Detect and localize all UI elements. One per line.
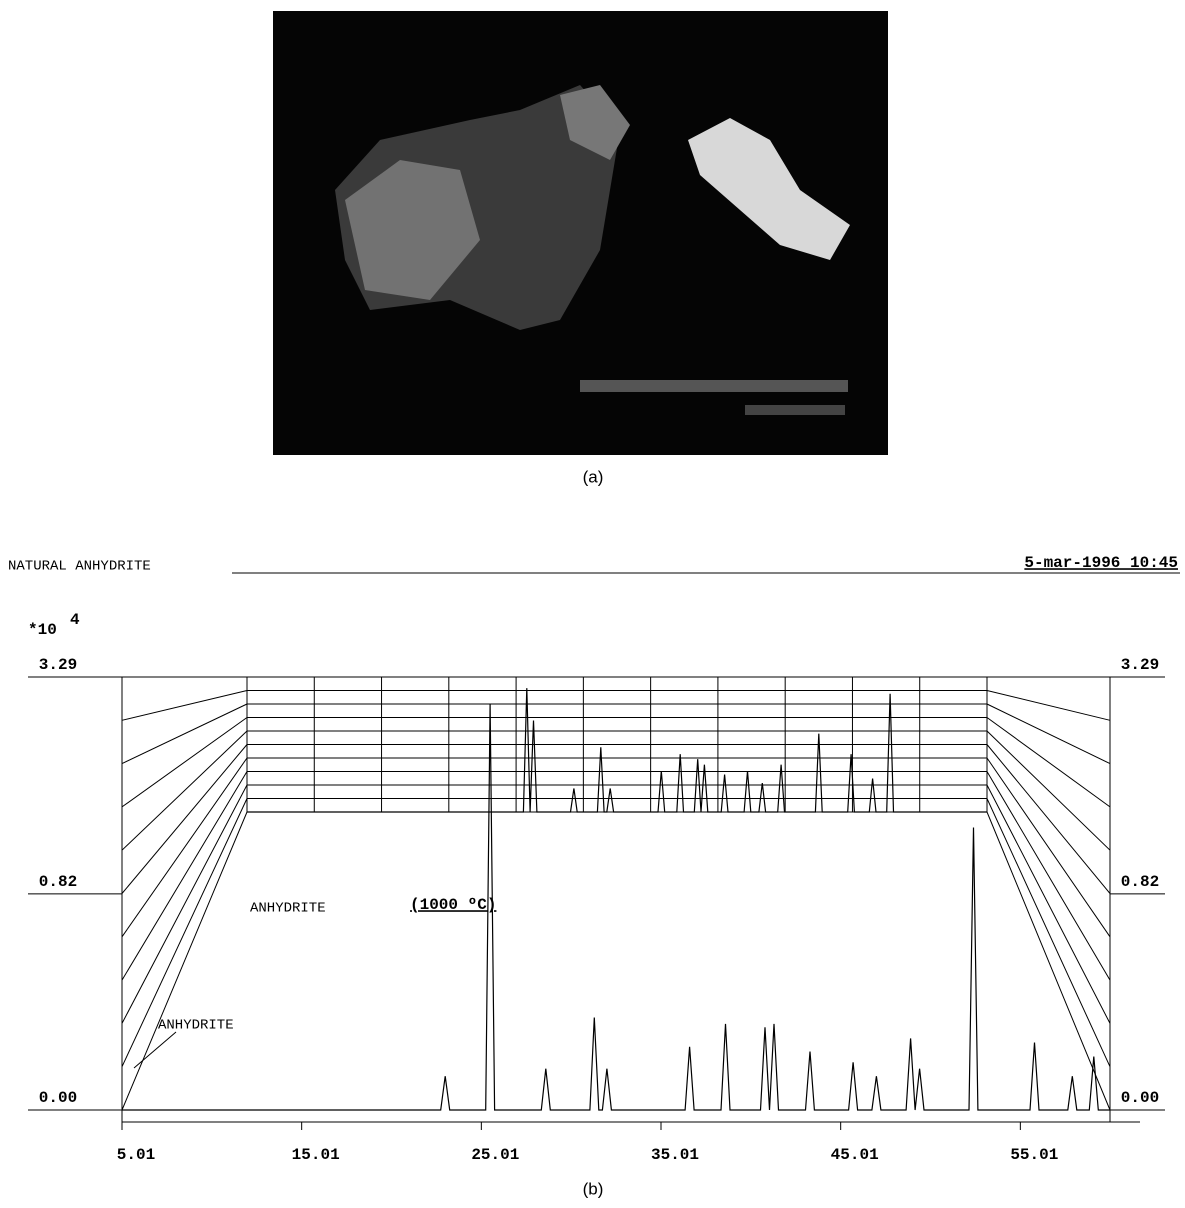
x-tick-label: 35.01	[651, 1146, 699, 1164]
grid-decoration	[986, 703, 1111, 765]
y-tick-label: 3.29	[39, 656, 77, 674]
y2-tick-label: 0.00	[1121, 1089, 1159, 1107]
grid-decoration	[121, 690, 248, 721]
y-tick-label: 0.00	[39, 1089, 77, 1107]
grid-decoration	[986, 757, 1111, 938]
y2-tick-label: 0.82	[1121, 873, 1159, 891]
grid-decoration	[986, 811, 1111, 1111]
y-tick-label: 0.82	[39, 873, 77, 891]
grid-decoration	[986, 798, 1111, 1067]
y-exponent: 4	[70, 611, 80, 629]
x-tick-label: 15.01	[292, 1146, 340, 1164]
label-box	[248, 888, 408, 918]
x-tick-label: 45.01	[831, 1146, 879, 1164]
grid-decoration	[986, 730, 1111, 851]
grid-decoration	[121, 784, 248, 1024]
grid-decoration	[121, 771, 248, 981]
chart-caption: (b)	[583, 1179, 604, 1198]
grid-decoration	[121, 811, 248, 1111]
perspective-grid	[121, 676, 1111, 1111]
photo	[273, 11, 888, 455]
chart-title: NATURAL ANHYDRITE	[8, 559, 151, 575]
grid-decoration	[121, 744, 248, 894]
grid-decoration	[986, 690, 1111, 721]
series-label: ANHYDRITE	[158, 1018, 234, 1034]
x-tick-label: 55.01	[1010, 1146, 1058, 1164]
series-line	[247, 688, 987, 813]
x-tick-label: 5.01	[117, 1146, 155, 1164]
grid-decoration	[986, 771, 1111, 981]
figure-caption: (a)	[583, 467, 604, 486]
leader-line	[133, 1031, 177, 1069]
y-multiplier: *10	[28, 621, 57, 639]
grid-decoration	[121, 757, 248, 938]
annotation: (1000 ºC)	[410, 896, 496, 914]
grid-decoration	[121, 798, 248, 1067]
x-tick-label: 25.01	[471, 1146, 519, 1164]
date: 5-mar-1996 10:45	[1024, 554, 1178, 572]
grid-decoration	[121, 730, 248, 851]
series-line	[122, 703, 1110, 1111]
grid-decoration	[121, 703, 248, 765]
series-label: ANHYDRITE	[250, 901, 326, 917]
y2-tick-label: 3.29	[1121, 656, 1159, 674]
grid-decoration	[121, 717, 248, 808]
grid-decoration	[986, 744, 1111, 894]
grid-decoration	[986, 784, 1111, 1024]
grid-decoration	[986, 717, 1111, 808]
